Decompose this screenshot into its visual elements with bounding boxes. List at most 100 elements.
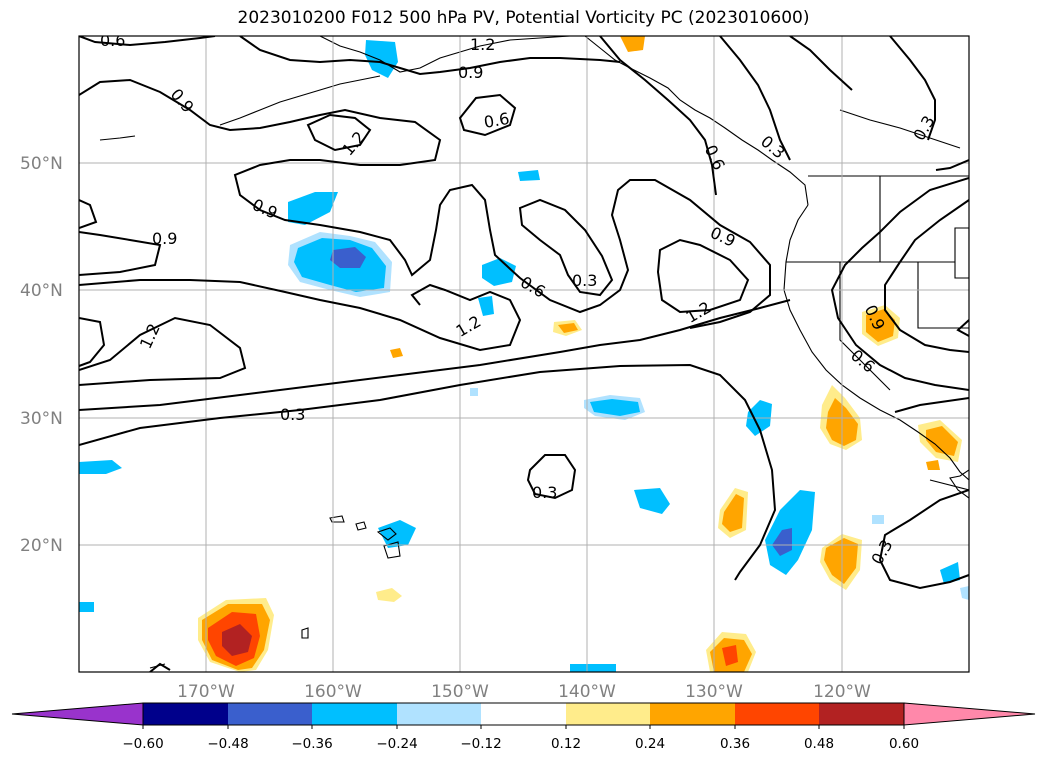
colorbar-segment [228,703,312,725]
colorbar-segment [735,703,819,725]
colorbar-segment [566,703,650,725]
contour-label: 1.2 [470,35,495,54]
pv-contour [306,113,372,152]
state-border [954,227,969,279]
pv-shading [79,36,969,672]
lon-label-170w: 170°W [177,682,235,702]
colorbar-tick-label: −0.12 [460,736,501,752]
pv-contour [79,299,791,411]
pv-contour [935,159,969,171]
pv-positive-region [824,538,858,584]
colorbar-frame [142,702,905,726]
pv-contour [884,199,969,353]
coastline [783,204,969,481]
pv-contour [79,316,247,386]
pv-contour [719,36,791,161]
pv-negative-region [470,388,478,396]
pv-contour [79,317,106,367]
pv-positive-region [926,426,958,456]
pv-negative-region [330,247,366,268]
lat-label-50n: 50°N [20,154,63,174]
contour-label: 0.3 [280,405,305,424]
coastline [319,36,571,73]
pv-contour [79,231,162,276]
pv-contour [239,36,621,76]
coastline [376,527,397,541]
lon-label-160w: 160°W [304,682,362,702]
pv-negative-region [365,40,398,78]
pv-positive-region [558,323,578,333]
pv-positive-region [222,624,252,656]
colorbar-tick-label: 0.36 [720,736,750,752]
pv-negative-region [378,520,416,548]
contour-label: 0.6 [482,109,510,132]
colorbar-segment [143,703,228,725]
pv-negative-region [960,586,969,600]
contour-label: 0.9 [458,63,483,82]
colorbar-tick-label: 0.48 [804,736,834,752]
pv-contour [518,198,614,297]
map-title: 2023010200 F012 500 hPa PV, Potential Vo… [237,8,810,28]
pv-positive-region [722,494,744,532]
contour-label: 0.9 [152,229,177,248]
pv-positive-region [866,309,895,342]
coastline [99,135,136,141]
coastline [355,521,367,531]
coastline [584,36,809,206]
contour-label: 0.3 [572,271,597,290]
pv-contour [458,93,517,137]
colorbar: −0.60 −0.48 −0.36 −0.24 −0.12 0.12 0.24 … [11,702,1036,752]
colorbar-tick-label: −0.60 [122,736,163,752]
pv-contour [599,36,717,196]
pv-negative-region [940,562,960,584]
pv-negative-region [590,399,640,416]
pv-negative-region [482,258,516,286]
state-border [839,262,891,391]
lon-label-150w: 150°W [431,682,489,702]
contour-label: 0.6 [100,31,125,50]
pv-negative-region [872,515,884,524]
pv-contour [956,319,969,337]
map-frame [78,35,970,673]
pv-contour [79,36,216,47]
colorbar-tick-label: −0.36 [291,736,332,752]
longitude-labels: 170°W 160°W 150°W 140°W 130°W 120°W [177,682,871,702]
pv-positive-region [390,348,403,358]
pv-negative-region [478,296,494,316]
pv-positive-region [926,460,940,470]
colorbar-extend-low [11,702,144,726]
colorbar-tick-label: 0.24 [635,736,665,752]
colorbar-segment [650,703,735,725]
lon-label-120w: 120°W [813,682,871,702]
state-border [929,479,969,491]
coastline [329,515,345,523]
pv-contour [830,177,969,391]
pv-contour [79,363,777,581]
pv-negative-region [79,602,94,612]
pv-contour [79,199,98,229]
coastline [301,627,309,639]
colorbar-segment [397,703,481,725]
contour-label: 0.3 [532,483,557,502]
pv-positive-region [722,645,738,666]
latitude-labels: 50°N 40°N 30°N 20°N [20,154,63,556]
pv-positive-region [620,36,645,52]
pv-contour [789,36,853,91]
colorbar-segment [312,703,397,725]
pv-contour [878,489,969,590]
pv-negative-region [570,664,616,672]
pv-negative-region [288,192,338,225]
pv-contour [656,238,750,314]
lat-label-30n: 30°N [20,409,63,429]
pv-negative-region [772,528,792,556]
pv-contours [79,36,969,672]
lat-label-20n: 20°N [20,536,63,556]
colorbar-segment [819,703,904,725]
pv-negative-region [634,488,670,514]
pv-contour [79,78,771,329]
pv-contour [889,36,936,141]
coastlines [99,36,969,669]
colorbar-tick-label: 0.60 [889,736,919,752]
lon-label-140w: 140°W [558,682,616,702]
